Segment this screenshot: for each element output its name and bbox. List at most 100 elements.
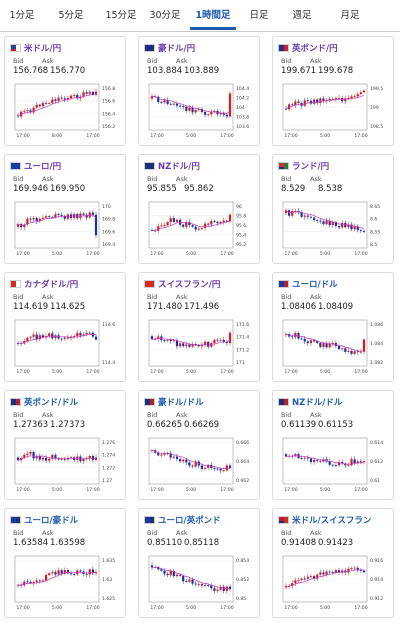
tab-daily[interactable]: 日足 [249, 10, 269, 21]
currency-card[interactable]: ユーロ/円 Bid Ask 169.946 169.950 170 169.8 169.6 16… [4, 154, 126, 264]
pair-name-link[interactable]: ユーロ/円 [24, 162, 62, 172]
tab-1hour[interactable]: 1時間足 [190, 6, 236, 30]
candle-body [194, 226, 197, 230]
tab-5min[interactable]: 5分足 [58, 10, 84, 21]
pair-name-link[interactable]: ランド/円 [292, 162, 330, 172]
price-chart[interactable]: 114.6 114.4 17:00 5:00 17:00 [13, 317, 121, 379]
currency-card[interactable]: 英ポンド/円 Bid Ask 199.671 199.678 199.5 199 198.5 1… [272, 36, 394, 146]
candle-body [60, 458, 63, 460]
candle-body [210, 342, 213, 347]
price-chart[interactable]: 170 169.8 169.6 169.4 17:00 5:00 17:00 [13, 199, 121, 261]
candle-body [85, 573, 88, 575]
candle-body [160, 102, 163, 103]
pair-name-link[interactable]: ユーロ/英ポンド [158, 516, 221, 526]
pair-name-link[interactable]: NZドル/円 [158, 162, 200, 172]
currency-card[interactable]: ユーロ/豪ドル Bid Ask 1.63584 1.63598 1.635 1.63 1.62… [4, 508, 126, 618]
candle-body [359, 230, 362, 231]
candle-body [54, 99, 57, 101]
candle-body [347, 350, 350, 352]
candle-body [38, 580, 41, 582]
pair-name-link[interactable]: スイスフラン/円 [158, 280, 221, 290]
price-chart[interactable]: 1.086 1.084 1.082 17:00 5:00 17:00 [281, 317, 389, 379]
y-tick-label: 1.274 [102, 453, 115, 459]
currency-card[interactable]: スイスフラン/円 Bid Ask 171.480 171.496 171.6 171.4 17… [138, 272, 260, 382]
price-chart[interactable]: 1.635 1.63 1.625 17:00 5:00 17:00 [13, 553, 121, 615]
y-tick-label: 95.6 [236, 223, 246, 229]
y-tick-label: 0.852 [236, 577, 249, 583]
pair-name-link[interactable]: カナダドル/円 [24, 280, 79, 290]
price-chart[interactable]: 0.854 0.852 0.85 17:00 5:00 17:00 [147, 553, 255, 615]
bid-label: Bid [281, 529, 292, 537]
candle-body [197, 584, 200, 585]
price-chart[interactable]: 0.666 0.664 0.662 17:00 5:00 17:00 [147, 435, 255, 497]
candle-body [306, 100, 309, 102]
tab-30min[interactable]: 30分足 [149, 10, 181, 21]
card-header: ユーロ/豪ドル [10, 513, 124, 527]
pair-name-link[interactable]: 豪ドル/ドル [158, 398, 204, 408]
price-chart[interactable]: 1.276 1.274 1.272 1.27 17:00 5:00 17:00 [13, 435, 121, 497]
currency-card[interactable]: ユーロ/英ポンド Bid Ask 0.85110 0.85118 0.854 0.852 0.… [138, 508, 260, 618]
pair-name-link[interactable]: 米ドル/スイスフラン [292, 516, 372, 526]
pair-name-link[interactable]: 豪ドル/円 [158, 44, 196, 54]
candle-body [29, 582, 32, 584]
x-tick-label: 17:00 [150, 251, 163, 257]
candle-body [166, 573, 169, 576]
price-chart[interactable]: 8.65 8.6 8.55 8.5 17:00 5:00 17:00 [281, 199, 389, 261]
price-chart[interactable]: 0.916 0.914 0.912 17:00 5:00 17:00 [281, 553, 389, 615]
card-header: カナダドル/円 [10, 277, 124, 291]
candle-body [23, 224, 26, 228]
ask-value: 156.770 [50, 66, 86, 76]
candle-body [63, 570, 66, 574]
x-tick-label: 17:00 [354, 133, 367, 139]
y-tick-label: 169.4 [102, 242, 115, 248]
candle-body [85, 214, 88, 218]
card-header: 豪ドル/ドル [144, 395, 258, 409]
pair-name-link[interactable]: 米ドル/円 [24, 44, 62, 54]
candle-body [51, 333, 54, 339]
pair-name-link[interactable]: 英ポンド/円 [292, 44, 338, 54]
card-header: 豪ドル/円 [144, 41, 258, 55]
candle-body [160, 225, 163, 227]
candle-body [331, 98, 334, 100]
currency-card[interactable]: 豪ドル/ドル Bid Ask 0.66265 0.66269 0.666 0.664 0.66… [138, 390, 260, 500]
tab-monthly[interactable]: 月足 [340, 10, 360, 21]
currency-card[interactable]: NZドル/円 Bid Ask 95.855 95.862 96 95.8 95.6 95.4 95… [138, 154, 260, 264]
candle-body [337, 98, 341, 99]
candle-body [197, 228, 200, 230]
price-chart[interactable]: 199.5 199 198.5 17:00 5:00 17:00 [281, 81, 389, 143]
y-tick-label: 104.4 [236, 86, 249, 92]
candle-body [303, 457, 306, 459]
candle-body [353, 567, 356, 569]
tab-1min[interactable]: 1分足 [9, 10, 35, 21]
price-chart[interactable]: 104.4 104.2 104 103.8 103.6 17:00 5:00 17:00 [147, 81, 255, 143]
ask-label: Ask [42, 293, 54, 301]
y-tick-label: 104.2 [236, 96, 249, 102]
pair-name-link[interactable]: ユーロ/ドル [292, 280, 338, 290]
price-chart[interactable]: 96 95.8 95.6 95.4 95.2 17:00 5:00 17:00 [147, 199, 255, 261]
candle-body [57, 570, 60, 575]
currency-card[interactable]: 米ドル/スイスフラン Bid Ask 0.91408 0.91423 0.916 0.914… [272, 508, 394, 618]
price-chart[interactable]: 156.8 156.6 156.4 156.2 17:00 8:00 17:00 [13, 81, 121, 143]
currency-card[interactable]: ランド/円 Bid Ask 8.529 8.538 8.65 8.6 8.55 8.5 17:00… [272, 154, 394, 264]
flag-icon [144, 44, 155, 52]
currency-card[interactable]: 米ドル/円 Bid Ask 156.768 156.770 156.8 156.6 156.4… [4, 36, 126, 146]
tab-weekly[interactable]: 週足 [292, 10, 312, 21]
pair-name-link[interactable]: 英ポンド/ドル [24, 398, 79, 408]
candle-body [191, 225, 194, 227]
pair-name-link[interactable]: ユーロ/豪ドル [24, 516, 79, 526]
candle-body [347, 465, 350, 466]
currency-card[interactable]: ユーロ/ドル Bid Ask 1.08406 1.08409 1.086 1.084 1.08… [272, 272, 394, 382]
currency-card[interactable]: カナダドル/円 Bid Ask 114.619 114.625 114.6 114.4 17:… [4, 272, 126, 382]
tab-15min[interactable]: 15分足 [105, 10, 137, 21]
pair-name-link[interactable]: NZドル/ドル [292, 398, 343, 408]
x-tick-label: 5:00 [186, 369, 196, 375]
candle-body [337, 345, 341, 349]
currency-card[interactable]: NZドル/ドル Bid Ask 0.61139 0.61153 0.614 0.612 0.6… [272, 390, 394, 500]
price-chart[interactable]: 171.6 171.4 171.2 171 17:00 5:00 17:00 [147, 317, 255, 379]
ask-value: 8.538 [318, 184, 343, 194]
currency-card[interactable]: 豪ドル/円 Bid Ask 103.884 103.889 104.4 104.2 104 10… [138, 36, 260, 146]
price-chart[interactable]: 0.614 0.612 0.61 17:00 5:00 17:00 [281, 435, 389, 497]
currency-card[interactable]: 英ポンド/ドル Bid Ask 1.27363 1.27373 1.276 1.274 1.2… [4, 390, 126, 500]
